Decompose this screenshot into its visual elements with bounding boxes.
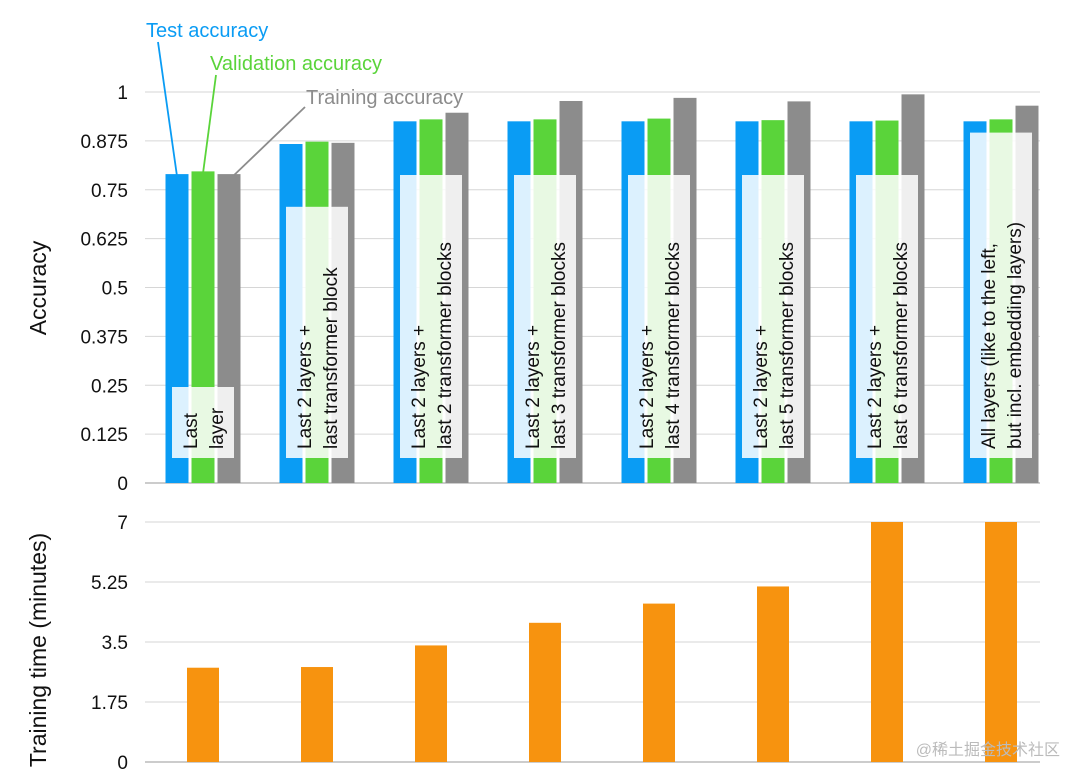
bottom-y-tick-label: 5.25 [91, 573, 128, 594]
legend-callout-line [157, 41, 178, 177]
training-time-bar [871, 522, 903, 762]
category-label: last transformer block [321, 267, 342, 449]
category-label: last 4 transformer blocks [663, 242, 684, 449]
legend-callout-line [202, 74, 217, 174]
top-y-tick-label: 0 [117, 474, 128, 495]
training-time-bar [985, 522, 1017, 762]
top-y-axis-label: Accuracy [25, 240, 51, 335]
category-label: Last 2 layers + [409, 325, 430, 449]
training-time-bar [529, 622, 561, 762]
category-label: last 6 transformer blocks [891, 242, 912, 449]
category-label-box [628, 175, 690, 458]
category-label: Last 2 layers + [751, 325, 772, 449]
bottom-y-tick-label: 3.5 [102, 633, 128, 654]
top-y-tick-label: 0.875 [80, 132, 128, 153]
legend-callout-line [232, 106, 306, 177]
legend-label: Test accuracy [146, 20, 268, 42]
category-label: Last 2 layers + [523, 325, 544, 449]
training-time-bar [187, 667, 219, 762]
category-label-box [742, 175, 804, 458]
category-label-box [286, 206, 348, 458]
legend-label: Training accuracy [306, 87, 463, 109]
category-label: Last 2 layers + [295, 325, 316, 449]
category-label-box [970, 132, 1032, 458]
top-y-tick-label: 0.375 [80, 327, 128, 348]
top-y-tick-label: 0.75 [91, 181, 128, 202]
category-label: Last [181, 412, 202, 449]
top-y-tick-label: 0.25 [91, 376, 128, 397]
category-label: Last 2 layers + [637, 325, 658, 449]
category-label-box [856, 175, 918, 458]
top-y-tick-label: 0.5 [102, 279, 128, 300]
category-label-box [172, 387, 234, 458]
category-label: last 2 transformer blocks [435, 242, 456, 449]
top-y-tick-label: 0.625 [80, 230, 128, 251]
watermark-text: @稀土掘金技术社区 [916, 741, 1060, 759]
training-time-bar [643, 603, 675, 762]
training-time-bar [415, 645, 447, 762]
bottom-y-tick-label: 7 [117, 513, 128, 534]
category-label: last 3 transformer blocks [549, 242, 570, 449]
legend-label: Validation accuracy [210, 53, 382, 75]
bottom-y-axis-label: Training time (minutes) [25, 533, 51, 767]
category-label: layer [207, 407, 228, 449]
training-time-bar [757, 586, 789, 762]
category-label: Last 2 layers + [865, 325, 886, 449]
top-y-tick-label: 1 [117, 83, 128, 104]
category-label: last 5 transformer blocks [777, 242, 798, 449]
training-time-bar [301, 667, 333, 762]
category-label-box [400, 175, 462, 458]
category-label-box [514, 175, 576, 458]
category-label: but incl. embedding layers) [1005, 222, 1026, 449]
bottom-y-tick-label: 0 [117, 753, 128, 774]
top-y-tick-label: 0.125 [80, 425, 128, 446]
category-label: All layers (like to the left, [979, 243, 1000, 449]
bottom-y-tick-label: 1.75 [91, 693, 128, 714]
